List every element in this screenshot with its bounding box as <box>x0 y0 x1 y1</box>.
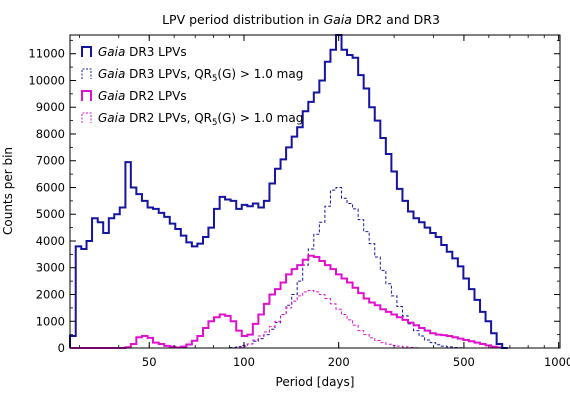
y-tick-label: 1000 <box>36 314 65 328</box>
y-tick-label: 5000 <box>36 207 65 221</box>
x-tick-label: 1000 <box>544 355 570 369</box>
histogram-layer <box>69 34 508 349</box>
y-tick-label: 7000 <box>36 154 65 168</box>
x-axis-title: Period [days] <box>276 375 355 389</box>
series-1-histogram <box>70 186 508 349</box>
y-tick-label: 10000 <box>28 73 65 87</box>
x-tick-label: 500 <box>453 355 475 369</box>
y-tick-label: 11000 <box>28 47 65 61</box>
y-tick-label: 6000 <box>36 180 65 194</box>
x-tick-label: 50 <box>142 355 157 369</box>
y-tick-label: 0 <box>58 341 65 355</box>
legend-label: Gaia DR3 LPVs, QR5(G) > 1.0 mag <box>98 67 303 84</box>
legend: Gaia DR3 LPVs Gaia DR3 LPVs, QR5(G) > 1.0… <box>81 45 303 128</box>
y-tick-label: 9000 <box>36 100 65 114</box>
legend-swatch <box>81 68 92 79</box>
x-tick-label: 100 <box>233 355 255 369</box>
legend-label: Gaia DR3 LPVs <box>98 45 187 59</box>
y-tick-label: 2000 <box>36 288 65 302</box>
legend-swatch <box>81 46 92 57</box>
x-axis: 50 100 200 500 1000 <box>79 35 570 369</box>
legend-label: Gaia DR2 LPVs <box>98 89 187 103</box>
series-3-histogram <box>70 289 508 349</box>
legend-swatch <box>81 112 92 123</box>
plot-area: 50 100 200 500 1000 0 1000 2000 3000 4000 5000 600… <box>28 34 570 369</box>
y-axis: 0 1000 2000 3000 4000 5000 6000 7000 8000 9000 100… <box>28 39 560 355</box>
y-axis-title: Counts per bin <box>1 147 15 235</box>
series-2-histogram <box>70 254 508 349</box>
y-tick-label: 8000 <box>36 127 65 141</box>
x-tick-label: 200 <box>328 355 350 369</box>
plot-frame <box>69 34 561 349</box>
legend-label: Gaia DR2 LPVs, QR5(G) > 1.0 mag <box>98 111 303 128</box>
y-tick-label: 4000 <box>36 234 65 248</box>
y-tick-label: 3000 <box>36 261 65 275</box>
chart-title: LPV period distribution in Gaia DR2 and … <box>162 12 440 27</box>
legend-swatch <box>81 90 92 101</box>
series-0-histogram <box>69 34 508 349</box>
